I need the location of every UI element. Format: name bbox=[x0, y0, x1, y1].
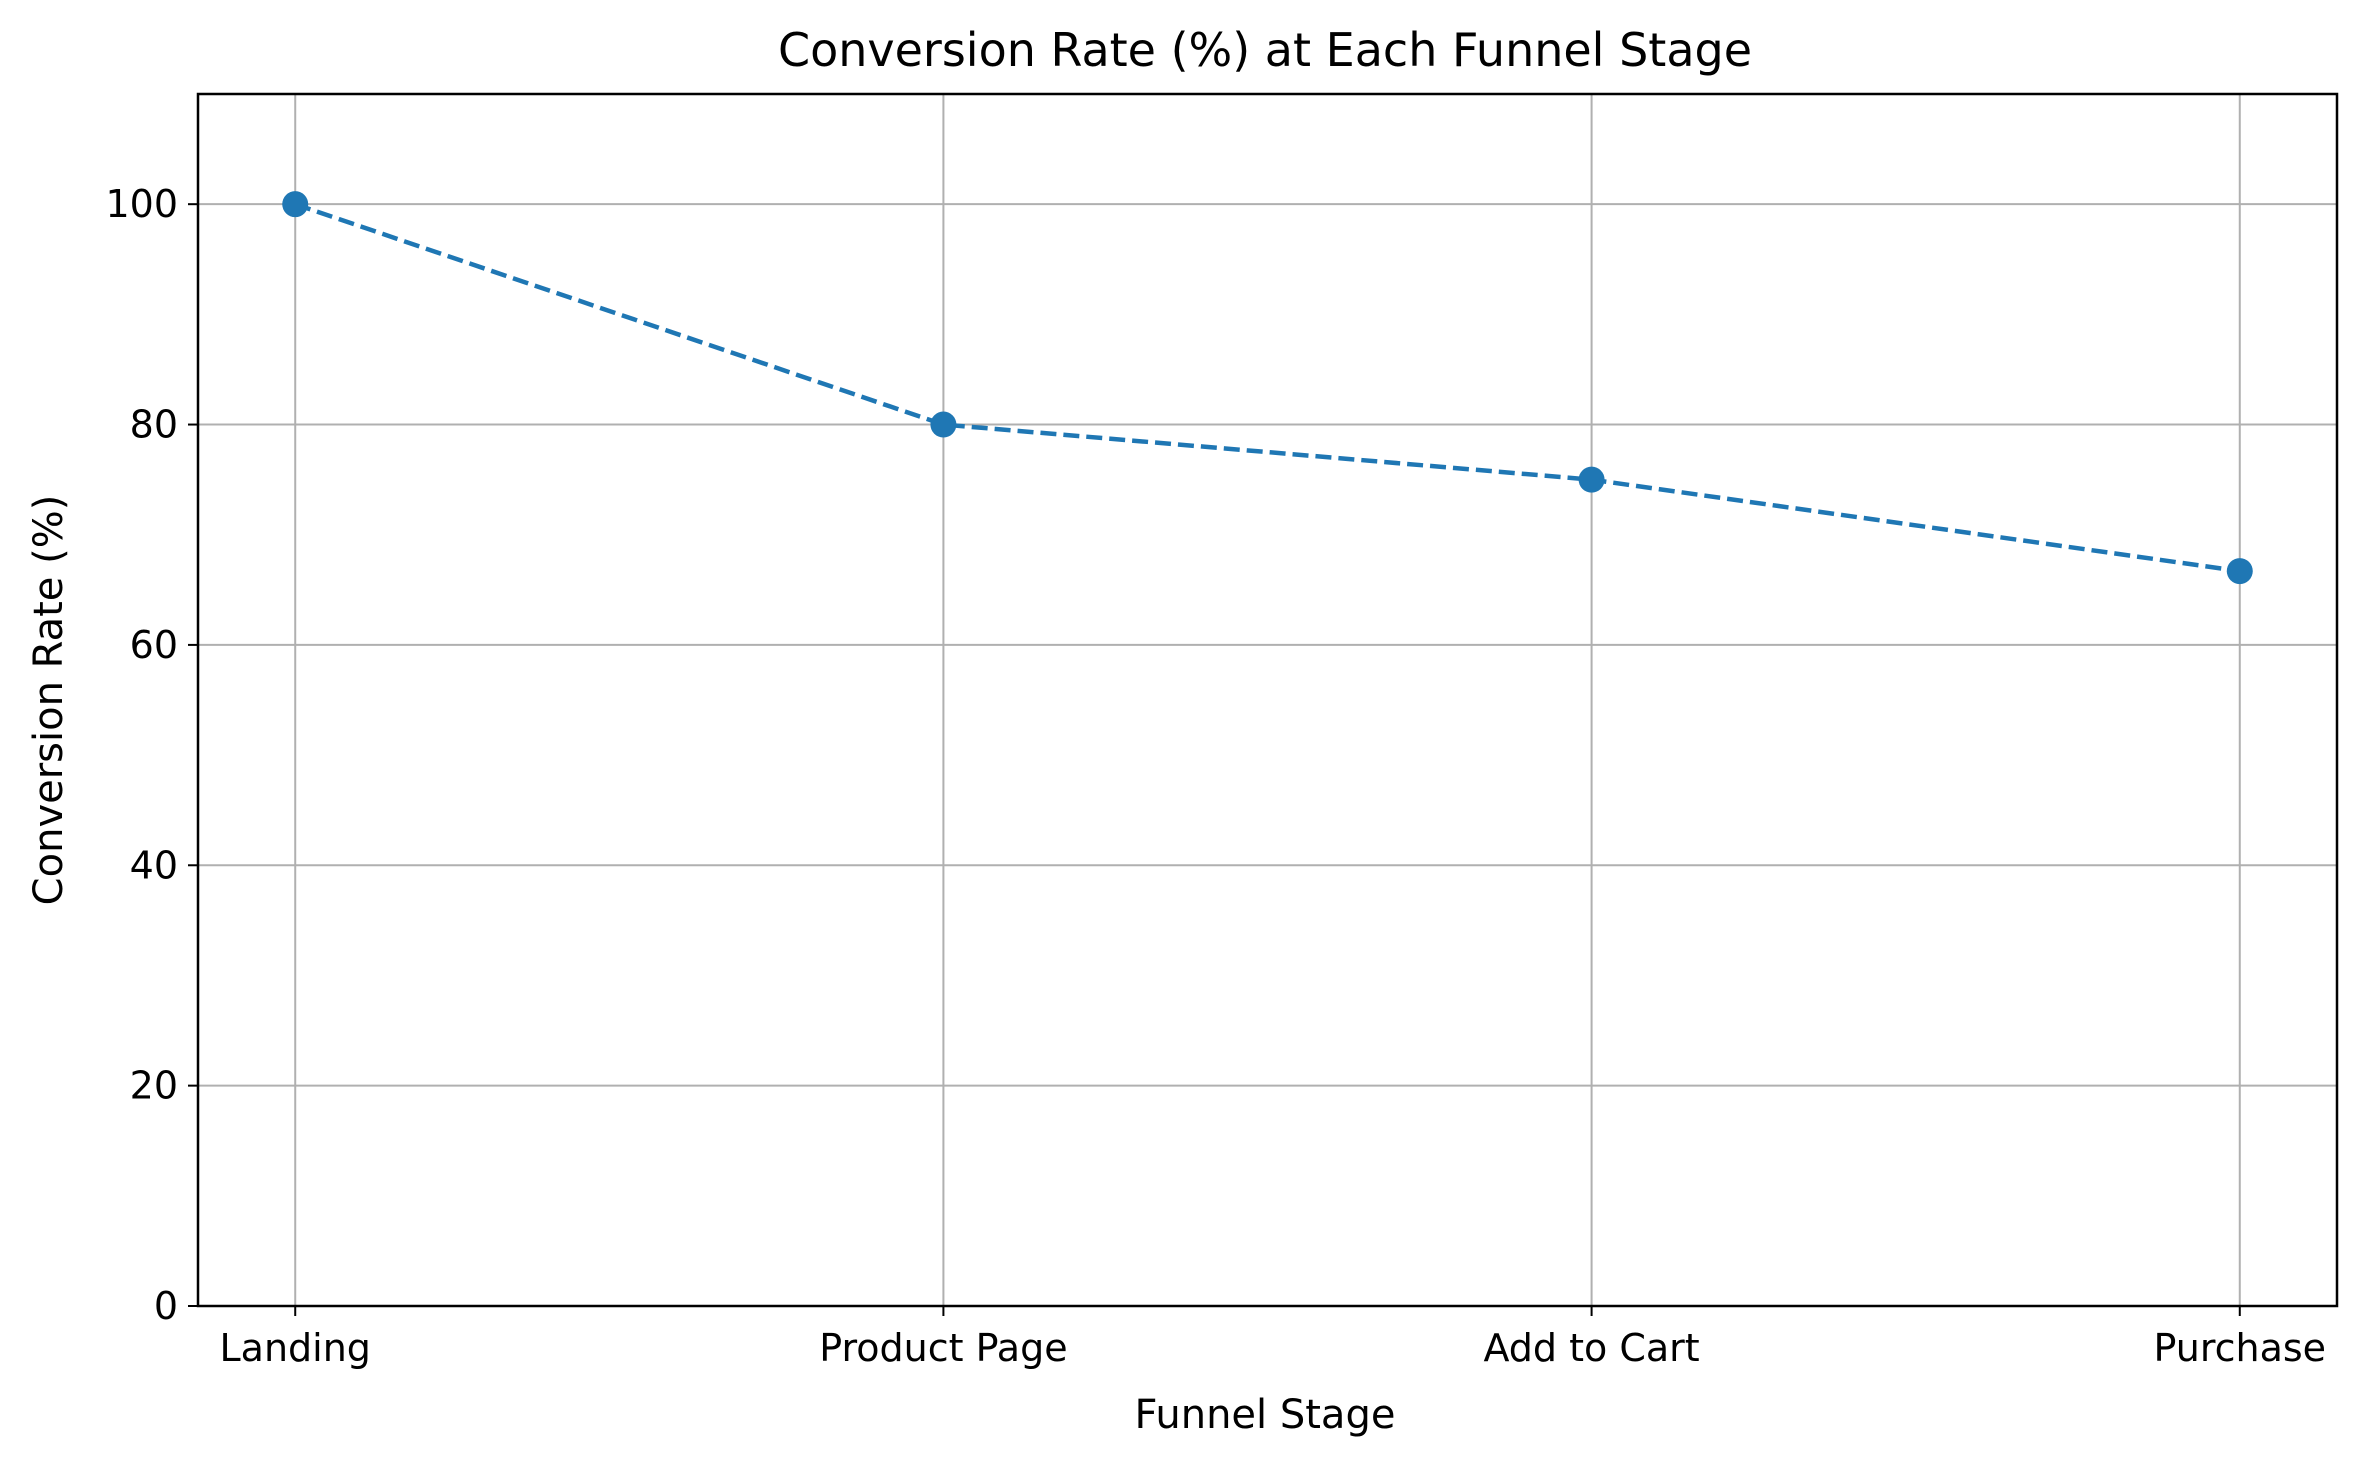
series-line bbox=[294, 202, 2241, 574]
chart-title: Conversion Rate (%) at Each Funnel Stage bbox=[778, 23, 1752, 77]
data-point bbox=[930, 411, 957, 438]
y-axis-label: Conversion Rate (%) bbox=[26, 495, 72, 906]
y-tick-label: 80 bbox=[130, 403, 178, 447]
data-point bbox=[282, 191, 309, 218]
y-tick-label: 100 bbox=[105, 182, 178, 226]
x-tick-label: Landing bbox=[220, 1326, 371, 1370]
y-tick-label: 40 bbox=[130, 843, 178, 887]
x-tick-label: Purchase bbox=[2153, 1326, 2326, 1370]
x-tick-label: Add to Cart bbox=[1483, 1326, 1699, 1370]
data-point bbox=[1578, 466, 1605, 493]
y-tick-label: 20 bbox=[130, 1064, 178, 1108]
plot-area-frame bbox=[196, 92, 2339, 1308]
axis-ticks: Landing Product Page Add to Cart Purchase 0 2… bbox=[105, 182, 2326, 1370]
data-series bbox=[282, 191, 2253, 585]
y-tick-label: 0 bbox=[154, 1284, 178, 1328]
x-axis-label: Funnel Stage bbox=[1135, 1392, 1396, 1438]
data-point bbox=[2226, 558, 2253, 585]
y-tick-label: 60 bbox=[130, 623, 178, 667]
x-tick-label: Product Page bbox=[819, 1326, 1067, 1370]
